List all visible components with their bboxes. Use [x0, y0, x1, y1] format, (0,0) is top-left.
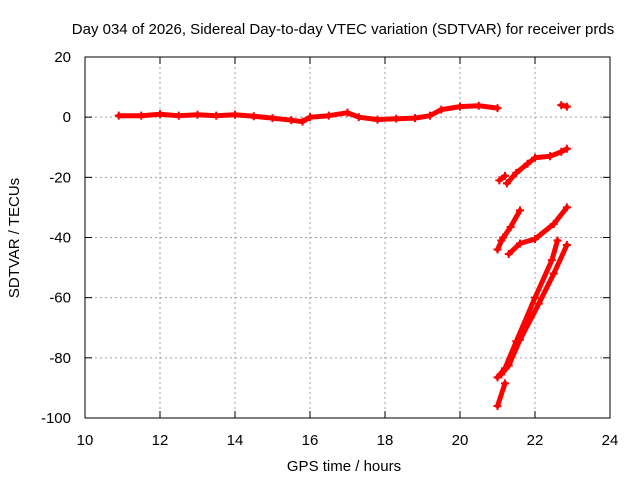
y-tick-label: -80: [49, 350, 71, 367]
data-point: [212, 111, 221, 120]
data-point: [493, 245, 502, 254]
data-point: [531, 235, 539, 244]
x-tick-label: 16: [302, 432, 319, 449]
x-axis-tick-labels: 10 12 14 16 18 20 22 24: [77, 432, 619, 449]
data-point: [426, 111, 434, 120]
data-point: [174, 111, 183, 120]
data-point: [531, 293, 539, 302]
data-point: [557, 101, 566, 110]
data-point: [231, 110, 239, 119]
data-point: [497, 370, 506, 379]
data-point: [437, 105, 446, 114]
data-point: [546, 152, 554, 161]
data-point: [411, 114, 419, 123]
data-point: [547, 256, 556, 265]
chart-title: Day 034 of 2026, Sidereal Day-to-day VTE…: [72, 21, 614, 38]
data-point: [549, 219, 558, 228]
data-point: [506, 222, 515, 231]
x-tick-label: 22: [527, 432, 544, 449]
data-trace: [495, 380, 508, 409]
data-trace: [498, 242, 570, 377]
data-point: [493, 401, 502, 410]
y-tick-label: -20: [49, 169, 71, 186]
data-series: [114, 101, 571, 410]
data-point: [137, 111, 146, 120]
data-point: [501, 379, 509, 388]
data-point: [373, 115, 382, 124]
data-point: [268, 114, 277, 123]
data-point: [562, 102, 571, 111]
data-point: [502, 179, 511, 188]
data-point: [298, 117, 307, 126]
data-point: [114, 111, 123, 120]
data-point: [495, 176, 504, 185]
x-tick-label: 14: [227, 432, 244, 449]
data-point: [557, 147, 566, 156]
data-point: [193, 110, 202, 119]
data-point: [156, 110, 164, 119]
y-tick-label: 0: [63, 109, 71, 126]
data-point: [392, 114, 401, 123]
data-point: [512, 168, 521, 177]
data-point: [343, 108, 352, 117]
y-axis-tick-labels: 20 0 -20 -40 -60 -80 -100: [41, 49, 71, 427]
y-axis-label: SDTVAR / TECUs: [6, 178, 23, 298]
y-tick-label: -60: [49, 290, 71, 307]
data-point: [562, 241, 571, 250]
data-point: [553, 236, 562, 245]
data-point: [534, 299, 543, 308]
data-point: [516, 206, 524, 215]
data-point: [504, 361, 513, 370]
data-point: [516, 239, 524, 248]
data-point: [249, 112, 258, 121]
data-point: [549, 269, 558, 278]
data-point: [306, 113, 314, 122]
data-point: [493, 104, 502, 113]
x-tick-label: 20: [452, 432, 469, 449]
data-point: [324, 111, 333, 120]
data-point: [474, 101, 483, 110]
data-point: [456, 102, 464, 111]
data-point: [562, 203, 571, 212]
x-tick-label: 10: [77, 432, 94, 449]
x-axis-label: GPS time / hours: [287, 458, 401, 475]
x-tick-label: 18: [377, 432, 394, 449]
data-point: [516, 335, 524, 344]
data-point: [354, 113, 363, 122]
data-point: [501, 171, 509, 180]
y-tick-label: -40: [49, 230, 71, 247]
data-point: [523, 159, 532, 168]
y-tick-label: -100: [41, 410, 71, 427]
x-tick-label: 24: [602, 432, 619, 449]
data-point: [287, 116, 296, 125]
data-point: [504, 250, 513, 259]
x-tick-label: 12: [152, 432, 169, 449]
data-point: [531, 153, 539, 162]
axis-ticks: [84, 56, 611, 419]
data-point: [562, 144, 571, 153]
data-point: [497, 236, 506, 245]
y-tick-label: 20: [54, 49, 71, 66]
